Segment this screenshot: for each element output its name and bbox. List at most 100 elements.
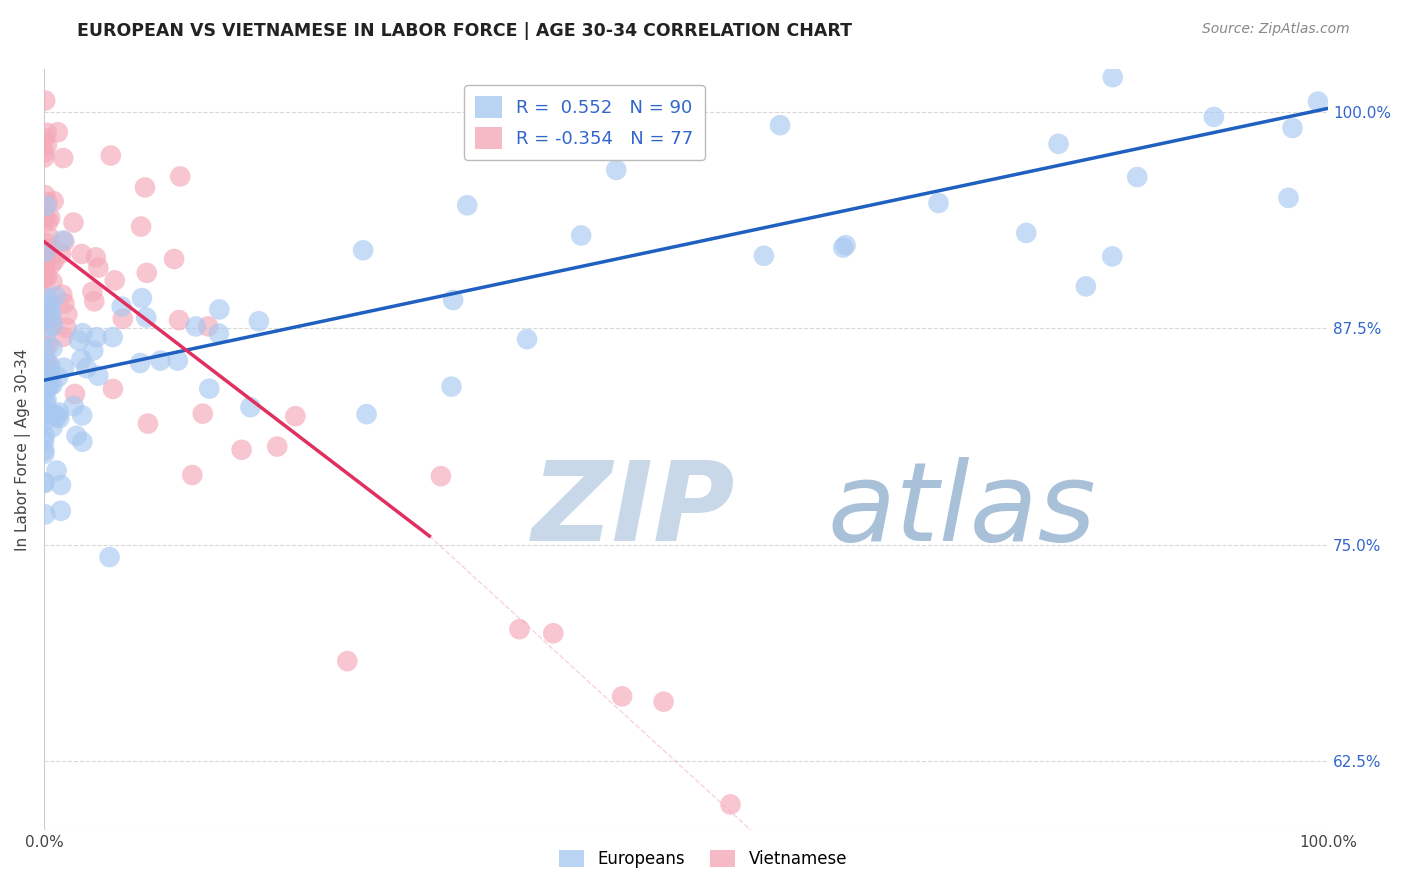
Point: [184, 319, 207, 334]
Point: [605, 162, 627, 177]
Point: [32, 371, 55, 385]
Point: [191, 407, 214, 421]
Text: EUROPEAN VS VIETNAMESE IN LABOR FORCE | AGE 30-34 CORRELATION CHART: EUROPEAN VS VIETNAMESE IN LABOR FORCE | …: [77, 22, 852, 40]
Point: [37, 380, 59, 394]
Point: [41, 341, 63, 355]
Point: [35, 396, 58, 410]
Point: [67, 334, 90, 348]
Point: [37, 292, 59, 306]
Point: [197, 319, 219, 334]
Point: [652, 695, 675, 709]
Point: [832, 241, 855, 255]
Point: [39, 358, 62, 372]
Point: [101, 330, 124, 344]
Point: [356, 407, 378, 421]
Point: [34, 94, 56, 108]
Point: [111, 300, 134, 314]
Point: [169, 169, 191, 184]
Point: [32, 268, 55, 283]
Point: [35, 358, 58, 372]
Point: [39, 305, 62, 319]
Point: [38, 230, 60, 244]
Point: [239, 401, 262, 415]
Point: [39, 368, 62, 382]
Point: [769, 118, 792, 132]
Point: [35, 126, 58, 140]
Point: [45, 464, 67, 478]
Point: [32, 434, 55, 448]
Point: [41, 377, 63, 392]
Point: [34, 310, 56, 325]
Point: [34, 254, 56, 268]
Point: [34, 244, 56, 259]
Text: atlas: atlas: [827, 457, 1097, 564]
Point: [53, 360, 76, 375]
Point: [70, 352, 93, 367]
Point: [72, 326, 94, 341]
Point: [1306, 95, 1329, 109]
Point: [82, 285, 104, 299]
Y-axis label: In Labor Force | Age 30-34: In Labor Force | Age 30-34: [15, 348, 31, 550]
Point: [35, 199, 58, 213]
Point: [134, 180, 156, 194]
Point: [101, 382, 124, 396]
Point: [41, 319, 63, 334]
Point: [516, 332, 538, 346]
Point: [87, 260, 110, 275]
Point: [34, 339, 56, 353]
Point: [38, 379, 60, 393]
Point: [37, 269, 59, 284]
Point: [37, 338, 59, 352]
Point: [34, 289, 56, 303]
Point: [98, 550, 121, 565]
Point: [42, 194, 65, 208]
Point: [166, 353, 188, 368]
Point: [34, 270, 56, 285]
Point: [44, 407, 66, 421]
Point: [32, 151, 55, 165]
Point: [34, 249, 56, 263]
Point: [34, 235, 56, 250]
Point: [1047, 136, 1070, 151]
Point: [1277, 191, 1299, 205]
Text: Source: ZipAtlas.com: Source: ZipAtlas.com: [1202, 22, 1350, 37]
Point: [42, 318, 65, 333]
Point: [32, 475, 55, 489]
Point: [927, 196, 949, 211]
Point: [752, 249, 775, 263]
Point: [37, 375, 59, 389]
Point: [208, 326, 231, 341]
Point: [34, 211, 56, 225]
Point: [48, 411, 70, 425]
Point: [163, 252, 186, 266]
Point: [34, 246, 56, 260]
Point: [441, 293, 464, 307]
Point: [136, 417, 159, 431]
Point: [456, 198, 478, 212]
Point: [569, 228, 592, 243]
Point: [41, 257, 63, 271]
Point: [62, 215, 84, 229]
Point: [45, 409, 67, 424]
Point: [86, 330, 108, 344]
Point: [198, 382, 221, 396]
Point: [72, 434, 94, 449]
Point: [610, 690, 633, 704]
Point: [181, 468, 204, 483]
Point: [1015, 226, 1038, 240]
Point: [39, 311, 62, 326]
Point: [55, 320, 77, 334]
Point: [34, 145, 56, 160]
Text: ZIP: ZIP: [531, 457, 735, 564]
Point: [231, 442, 253, 457]
Point: [35, 242, 58, 256]
Point: [53, 296, 76, 310]
Point: [34, 188, 56, 202]
Point: [45, 289, 67, 303]
Point: [48, 405, 70, 419]
Point: [46, 125, 69, 139]
Point: [352, 244, 374, 258]
Point: [34, 443, 56, 458]
Point: [1101, 250, 1123, 264]
Point: [46, 370, 69, 384]
